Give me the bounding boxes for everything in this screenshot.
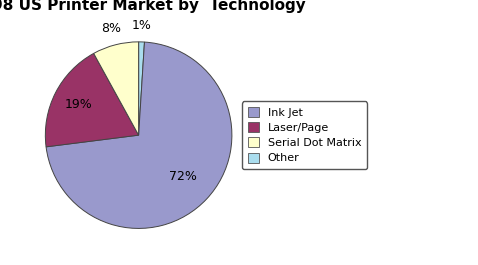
Wedge shape <box>94 42 139 135</box>
Text: 72%: 72% <box>169 170 197 183</box>
Text: 8%: 8% <box>101 22 121 35</box>
Text: 1%: 1% <box>132 19 152 32</box>
Wedge shape <box>45 54 139 147</box>
Text: 19%: 19% <box>65 98 93 111</box>
Wedge shape <box>139 42 144 135</box>
Title: 1998 US Printer Market by  Technology: 1998 US Printer Market by Technology <box>0 0 306 13</box>
Legend: Ink Jet, Laser/Page, Serial Dot Matrix, Other: Ink Jet, Laser/Page, Serial Dot Matrix, … <box>242 101 367 169</box>
Wedge shape <box>46 42 232 228</box>
